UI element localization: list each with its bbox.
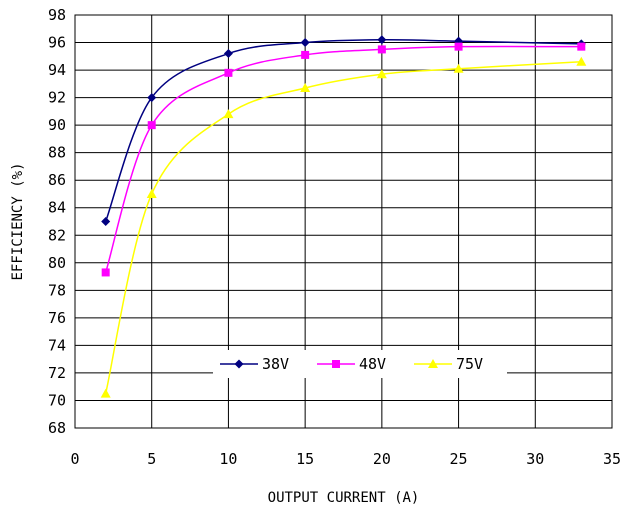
- y-tick-label: 86: [48, 171, 66, 189]
- data-point-48v: [377, 45, 386, 54]
- x-tick-label: 30: [526, 450, 544, 468]
- x-tick-label: 0: [70, 450, 79, 468]
- y-tick-label: 76: [48, 309, 66, 327]
- x-axis-title: OUTPUT CURRENT (A): [268, 490, 420, 506]
- legend-marker-75v: [428, 359, 438, 368]
- series-75v: [100, 56, 587, 398]
- legend-label-38v: 38V: [262, 355, 289, 373]
- legend-marker-38v: [234, 359, 244, 369]
- series-line-75v: [104, 61, 582, 394]
- data-point-75v: [376, 69, 387, 79]
- y-tick-label: 84: [48, 199, 66, 217]
- data-point-75v: [100, 388, 111, 398]
- series-line-38v: [104, 38, 582, 222]
- y-tick-label: 74: [48, 336, 66, 354]
- y-tick-label: 94: [48, 61, 66, 79]
- y-tick-label: 78: [48, 281, 66, 299]
- y-tick-label: 90: [48, 116, 66, 134]
- series-layer: [100, 35, 587, 398]
- x-tick-label: 10: [219, 450, 237, 468]
- x-tick-label: 25: [450, 450, 468, 468]
- series-38v: [101, 35, 586, 226]
- tick-labels: 0 5 10 15 20 25 30 35 68 70 72 74 76 78 80 82 84 86 88 90 92…: [48, 6, 621, 468]
- y-tick-label: 68: [48, 419, 66, 437]
- data-point-75v: [223, 109, 234, 119]
- legend-label-75v: 75V: [456, 355, 483, 373]
- data-point-75v: [453, 63, 464, 73]
- data-point-75v: [576, 56, 587, 66]
- y-tick-label: 88: [48, 144, 66, 162]
- data-point-48v: [301, 50, 310, 59]
- x-tick-label: 15: [296, 450, 314, 468]
- y-tick-label: 82: [48, 226, 66, 244]
- data-point-75v: [300, 82, 311, 92]
- legend-label-48v: 48V: [359, 355, 386, 373]
- y-tick-label: 72: [48, 364, 66, 382]
- data-point-75v: [146, 188, 157, 198]
- y-tick-label: 98: [48, 6, 66, 24]
- data-point-48v: [454, 42, 463, 51]
- legend-marker-48v: [332, 360, 340, 368]
- legend-box: [213, 350, 507, 378]
- data-point-38v: [101, 217, 111, 226]
- data-point-48v: [224, 68, 233, 77]
- data-point-38v: [300, 38, 310, 48]
- plot-frame: [74, 14, 613, 429]
- y-tick-label: 70: [48, 391, 66, 409]
- y-tick-label: 96: [48, 34, 66, 52]
- series-48v: [101, 42, 586, 277]
- data-point-38v: [223, 49, 233, 59]
- legend: 38V 48V 75V: [213, 350, 507, 378]
- data-point-38v: [377, 35, 387, 45]
- x-tick-label: 35: [603, 450, 621, 468]
- data-point-38v: [147, 93, 157, 103]
- data-point-48v: [577, 42, 586, 51]
- y-axis-title: EFFICIENCY (%): [10, 162, 26, 280]
- x-tick-label: 5: [147, 450, 156, 468]
- y-tick-label: 80: [48, 254, 66, 272]
- y-tick-label: 92: [48, 89, 66, 107]
- x-tick-label: 20: [373, 450, 391, 468]
- data-point-48v: [101, 268, 110, 277]
- data-point-48v: [147, 121, 156, 130]
